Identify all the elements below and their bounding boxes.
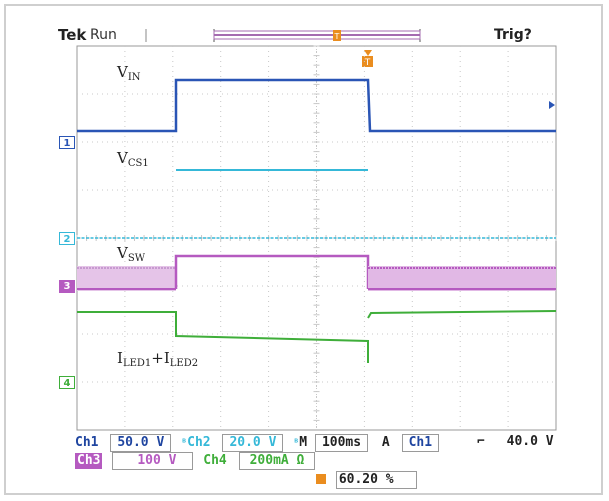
trigger-level-arrow-icon — [549, 101, 555, 109]
ch2-status-label[interactable]: Ch2 — [187, 435, 211, 450]
bandwidth-limit-icon-2: ᴮ — [293, 438, 300, 449]
status-row-3: 60.20 % — [316, 471, 417, 489]
ch3-status-label[interactable]: Ch3 — [75, 453, 103, 469]
svg-text:T: T — [334, 32, 340, 41]
record-view-bar — [213, 29, 421, 42]
ch3-scale[interactable]: 100 V — [112, 452, 194, 470]
bandwidth-limit-icon: ᴮ — [181, 438, 188, 449]
status-row-1: Ch1 50.0 V ᴮCh2 20.0 V ᴮM 100ms A Ch1 — [75, 434, 440, 452]
trigger-marker-icon: T — [362, 50, 373, 68]
trace-ch1 — [77, 78, 556, 133]
screenshot-frame — [4, 4, 603, 495]
trace-ch4 — [77, 310, 557, 363]
ch4-status-label[interactable]: Ch4 — [203, 453, 227, 468]
label-iled: ILED1+ILED2 — [117, 349, 199, 369]
position-icon — [316, 474, 326, 484]
trigger-source[interactable]: Ch1 — [401, 434, 440, 452]
trace-ch2 — [77, 169, 556, 239]
ch1-status-label[interactable]: Ch1 — [75, 435, 99, 450]
ch1-marker[interactable]: 1 — [59, 136, 75, 149]
trace-ch3 — [77, 254, 556, 291]
trigger-level[interactable]: 40.0 V — [506, 434, 554, 449]
ch1-scale[interactable]: 50.0 V — [110, 434, 172, 452]
run-state-label: Run — [90, 27, 117, 43]
trigger-slope-and-level: ⌐ 40.0 V — [477, 434, 554, 450]
trigger-status-label: Trig? — [494, 27, 532, 43]
svg-text:T: T — [364, 58, 371, 68]
ch2-marker[interactable]: 2 — [59, 232, 75, 245]
label-vsw: VSW — [117, 244, 145, 264]
trigger-mode: A — [381, 435, 390, 450]
ch3-marker[interactable]: 3 — [59, 280, 75, 293]
timebase-value[interactable]: 100ms — [314, 434, 369, 452]
brand-label: Tek — [58, 26, 87, 44]
trigger-position-icon: T — [333, 30, 341, 41]
ch4-scale[interactable]: 200mA Ω — [238, 452, 316, 470]
horizontal-position[interactable]: 60.20 % — [335, 471, 417, 489]
label-vcs1: VCS1 — [117, 149, 149, 169]
trigger-slope-icon: ⌐ — [477, 434, 485, 449]
ch4-marker[interactable]: 4 — [59, 376, 75, 389]
status-row-2: Ch3 100 V Ch4 200mA Ω — [75, 452, 316, 470]
label-vin: VIN — [117, 63, 141, 83]
ch2-scale[interactable]: 20.0 V — [222, 434, 284, 452]
timebase-label: M — [299, 435, 308, 450]
